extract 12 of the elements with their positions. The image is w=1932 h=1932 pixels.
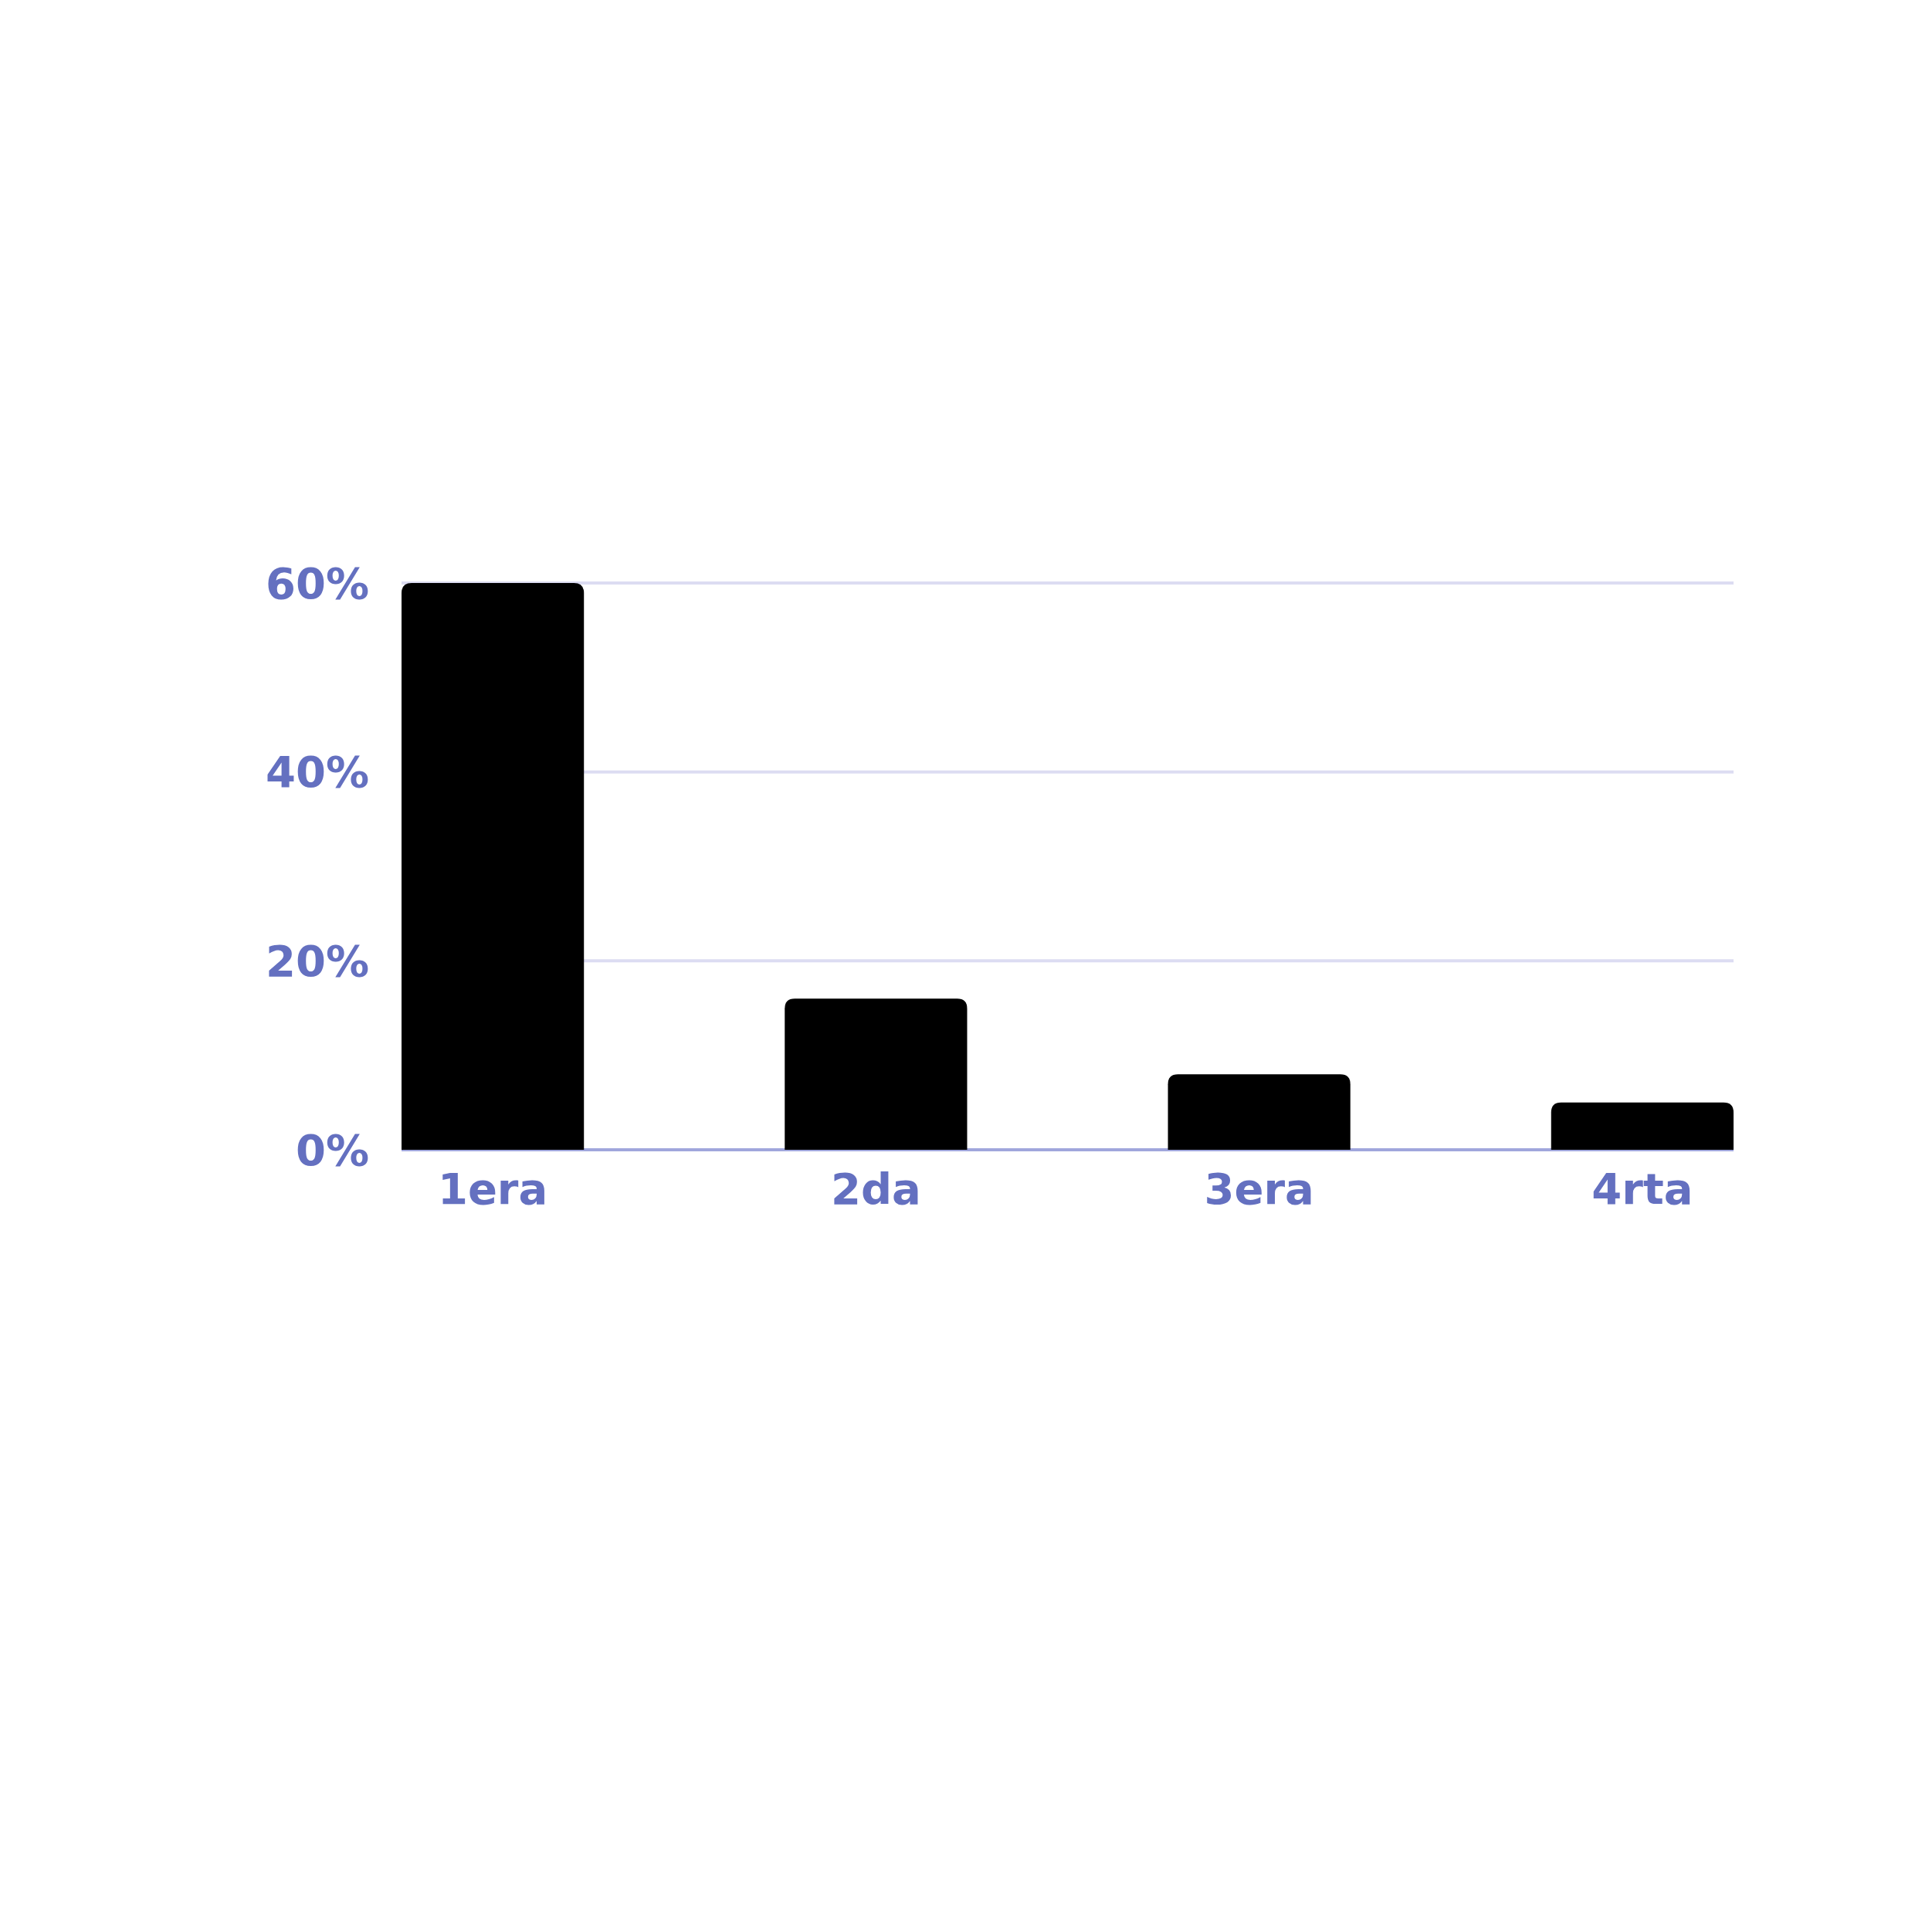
x-tick-label: 1era [437,1163,548,1214]
bar [1551,1102,1734,1150]
bar [1168,1074,1351,1150]
bar [402,583,585,1150]
x-tick-label: 3era [1204,1163,1314,1214]
y-tick-label: 60% [265,558,369,608]
y-tick-label: 20% [265,935,369,986]
x-tick-label: 4rta [1591,1163,1693,1214]
bar [785,998,968,1150]
x-tick-label: 2da [830,1163,921,1214]
y-tick-label: 0% [295,1124,369,1175]
y-tick-label: 40% [265,747,369,798]
